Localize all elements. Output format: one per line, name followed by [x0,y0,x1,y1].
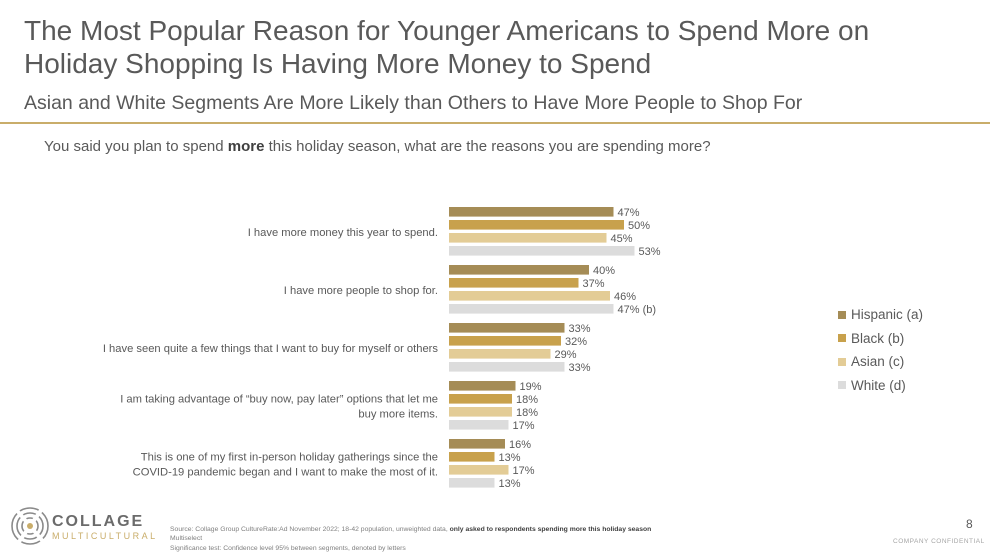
bar [449,394,512,404]
data-label: 47% [618,207,640,219]
category-label: I have more people to shop for. [284,285,438,297]
legend-label: Hispanic (a) [851,307,924,323]
legend-swatch [838,381,846,390]
data-label: 18% [516,394,538,406]
legend-label: White (d) [851,377,906,393]
survey-question: You said you plan to spend more this hol… [44,138,944,155]
page-subtitle: Asian and White Segments Are More Likely… [24,92,803,114]
category-label: I have more money this year to spend. [248,227,438,239]
bar [449,439,505,449]
category-label: I am taking advantage of “buy now, pay l… [120,394,438,406]
bar [449,220,624,230]
bar [449,478,495,488]
data-label: 18% [516,407,538,419]
logo-name: COLLAGE [52,513,145,530]
legend-item: Hispanic (a) [838,303,923,327]
bar [449,265,589,275]
bar [449,465,509,475]
significance-note: Significance test: Confidence level 95% … [170,544,406,552]
data-label: 17% [513,420,535,432]
source-footnote: Source: Collage Group CultureRate:Ad Nov… [170,525,810,553]
bar [449,278,579,288]
bar [449,291,610,301]
page-title: The Most Popular Reason for Younger Amer… [24,15,870,79]
bar [449,246,635,256]
confidential-label: COMPANY CONFIDENTIAL [893,538,985,545]
logo-tagline: MULTICULTURAL [52,531,158,541]
data-label: 33% [569,362,591,374]
bar [449,452,495,462]
legend-item: White (d) [838,374,923,398]
legend-swatch [838,357,846,366]
category-label: buy more items. [358,409,438,421]
source-text: Source: Collage Group CultureRate:Ad Nov… [170,526,450,533]
bar [449,349,551,359]
bar [449,381,516,391]
question-prefix: You said you plan to spend [44,138,228,155]
legend-swatch [838,334,846,343]
data-label: 29% [555,349,577,361]
bar [449,323,565,333]
bar-chart: I have more money this year to spend. 47%… [103,207,661,490]
title-divider [0,122,990,124]
legend-item: Asian (c) [838,350,923,374]
category-label: COVID-19 pandemic began and I want to ma… [133,467,438,479]
data-label: 40% [593,265,615,277]
category-label: I have seen quite a few things that I wa… [103,343,439,355]
bar [449,304,614,314]
data-label: 37% [583,278,605,290]
data-label: 33% [569,323,591,335]
data-label: 16% [509,439,531,451]
legend-swatch [838,310,846,319]
data-label: 19% [520,381,542,393]
data-label: 53% [639,246,661,258]
data-label: 46% [614,291,636,303]
data-label: 32% [565,336,587,348]
legend-label: Black (b) [851,330,905,346]
collage-swirl-icon [11,506,49,546]
data-label: 17% [513,465,535,477]
data-label: 47% (b) [618,304,657,316]
data-label: 13% [499,452,521,464]
category-label: This is one of my first in-person holida… [141,452,438,464]
bar [449,420,509,430]
bar [449,336,561,346]
bar [449,207,614,217]
page-number: 8 [966,517,973,531]
legend-item: Black (b) [838,327,923,351]
question-emphasis: more [227,138,265,155]
data-label: 50% [628,220,650,232]
chart-legend: Hispanic (a) Black (b) Asian (c) White (d) [838,303,923,397]
multiselect-note: Multiselect [170,535,203,543]
bar [449,407,512,417]
bar [449,233,607,243]
legend-label: Asian (c) [851,354,905,370]
data-label: 45% [611,233,633,245]
data-label: 13% [499,478,521,490]
bar [449,362,565,372]
question-suffix: this holiday season, what are the reason… [264,138,711,155]
source-bold-text: only asked to respondents spending more … [449,526,652,533]
